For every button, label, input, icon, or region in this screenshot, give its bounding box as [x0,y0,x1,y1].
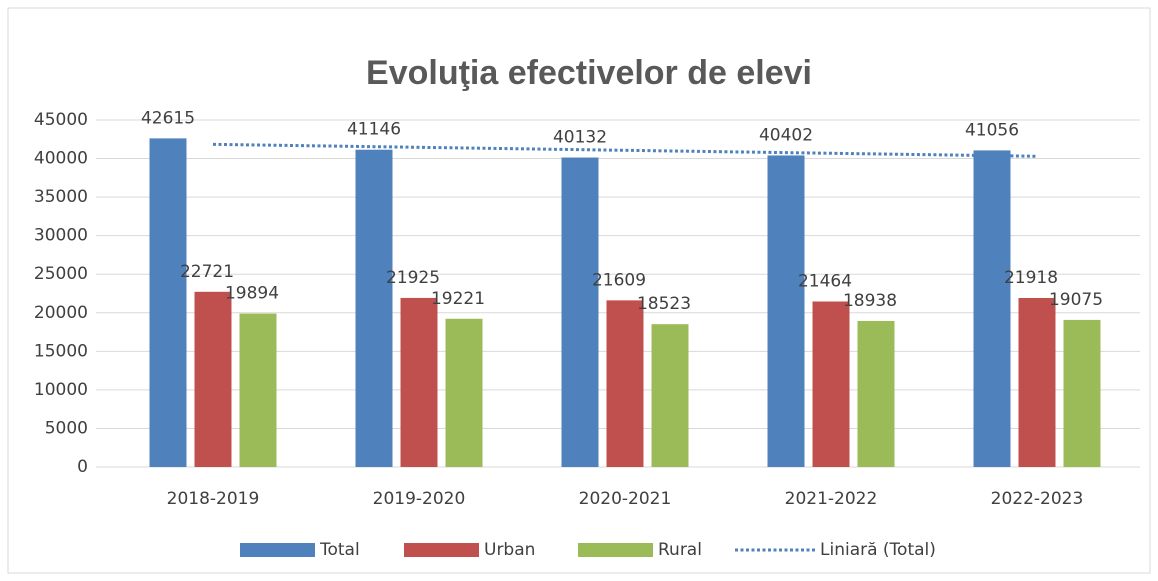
data-label: 19894 [225,284,279,304]
chart-title: Evoluţia efectivelor de elevi [366,54,812,92]
data-label: 41146 [347,120,401,140]
data-label: 41056 [965,120,1019,140]
bar [400,297,438,467]
data-label: 22721 [180,262,234,282]
legend-swatch [578,543,653,557]
data-label: 42615 [141,108,195,128]
bar [606,300,644,467]
data-label: 19221 [431,289,485,309]
y-tick-label: 5000 [45,418,88,438]
x-tick-label: 2019-2020 [373,489,466,509]
bar [651,324,689,467]
bar [812,301,850,467]
data-label: 21464 [798,271,852,291]
x-tick-label: 2022-2023 [991,489,1084,509]
y-tick-label: 15000 [34,341,88,361]
bar [149,138,187,468]
bar [973,150,1011,467]
bar [767,155,805,467]
bar [355,149,393,467]
y-tick-label: 40000 [34,149,88,169]
y-tick-label: 25000 [34,264,88,284]
legend-label: Rural [658,540,702,560]
legend-label: Urban [484,540,535,560]
bar [1018,297,1056,467]
data-label: 18938 [843,291,897,311]
y-tick-label: 45000 [34,110,88,130]
bar [445,318,483,467]
data-label: 21609 [592,270,646,290]
y-tick-label: 30000 [34,226,88,246]
data-label: 18523 [637,294,691,314]
y-tick-label: 10000 [34,380,88,400]
y-tick-label: 20000 [34,303,88,323]
bar [239,313,277,467]
x-tick-label: 2020-2021 [579,489,672,509]
bar [561,157,599,467]
legend-swatch [404,543,479,557]
data-label: 40402 [759,125,813,145]
legend-label: Liniară (Total) [820,540,936,560]
x-tick-label: 2018-2019 [167,489,260,509]
data-label: 21918 [1004,268,1058,288]
y-tick-label: 35000 [34,187,88,207]
bar [857,320,895,467]
bar [194,291,232,467]
legend-label: Total [319,540,360,560]
y-tick-label: 0 [77,457,88,477]
legend-swatch [240,543,315,557]
data-label: 21925 [386,268,440,288]
data-label: 19075 [1049,290,1103,310]
x-tick-label: 2021-2022 [785,489,878,509]
bar [1063,319,1101,467]
data-label: 40132 [553,128,607,148]
